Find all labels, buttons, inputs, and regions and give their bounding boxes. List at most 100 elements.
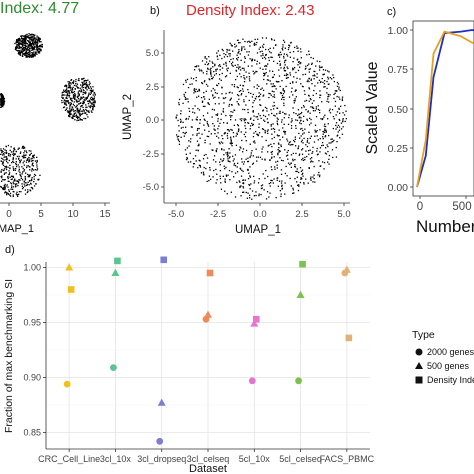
umap-point <box>203 92 205 94</box>
umap-point <box>23 180 25 182</box>
umap-point <box>303 183 305 185</box>
umap-point <box>249 194 251 196</box>
umap-point <box>25 154 27 156</box>
legend-entry: Density Index <box>427 375 474 385</box>
umap-point <box>31 43 33 45</box>
umap-point <box>0 148 2 150</box>
umap-point <box>317 105 319 107</box>
umap-point <box>203 166 205 169</box>
umap-point <box>312 110 315 112</box>
umap-point <box>37 36 39 38</box>
umap-point <box>265 139 267 142</box>
umap-point <box>26 151 28 154</box>
umap-point <box>27 191 29 193</box>
umap-point <box>93 96 96 98</box>
umap-point <box>271 133 273 135</box>
umap-point <box>71 91 73 93</box>
umap-point <box>308 124 311 126</box>
umap-point <box>31 35 33 37</box>
umap-point <box>11 162 13 164</box>
umap-point <box>218 103 220 105</box>
panel-c-x-tick-label: 0 <box>417 201 423 213</box>
umap-point <box>275 88 277 90</box>
umap-point <box>24 147 26 149</box>
umap-point <box>242 84 244 87</box>
umap-point <box>67 92 69 94</box>
umap-point <box>343 114 346 116</box>
umap-point <box>212 123 214 125</box>
umap-point <box>32 56 34 58</box>
umap-point <box>316 147 318 150</box>
umap-point <box>7 176 9 178</box>
panel-c-y-tick-label: 0.25 <box>388 143 409 155</box>
umap-point <box>264 159 266 161</box>
umap-point <box>29 42 32 44</box>
umap-point <box>236 58 238 60</box>
umap-point <box>243 161 245 163</box>
umap-point <box>200 97 203 99</box>
panel-c-y-tick-label: 1.00 <box>388 25 409 37</box>
umap-point <box>249 143 251 145</box>
umap-point <box>194 90 196 92</box>
umap-point <box>85 97 88 99</box>
umap-point <box>320 118 322 120</box>
umap-point <box>24 38 27 40</box>
umap-point <box>182 121 184 123</box>
umap-point <box>65 97 67 99</box>
umap-point <box>188 140 190 142</box>
umap-point <box>216 84 218 86</box>
umap-point <box>223 56 226 58</box>
umap-point <box>9 167 11 169</box>
umap-point <box>249 45 251 47</box>
umap-point <box>183 95 186 97</box>
umap-point <box>22 162 24 164</box>
umap-point <box>93 104 95 106</box>
umap-point <box>286 138 288 140</box>
umap-point <box>247 160 249 163</box>
umap-point <box>62 91 64 93</box>
umap-point <box>21 49 24 51</box>
umap-point <box>27 51 30 53</box>
umap-point <box>254 72 256 74</box>
panel-a: Index: 4.77 0 5 10 15 UMAP_1 <box>0 0 111 235</box>
umap-point <box>26 166 28 169</box>
umap-point <box>87 87 90 89</box>
umap-point <box>226 154 228 156</box>
umap-point <box>273 143 275 145</box>
umap-point <box>22 38 24 40</box>
umap-point <box>229 156 231 158</box>
umap-point <box>268 92 270 95</box>
umap-point <box>327 76 329 78</box>
umap-point <box>295 152 297 155</box>
umap-point <box>260 117 262 119</box>
umap-point <box>206 135 208 137</box>
umap-point <box>227 154 229 156</box>
umap-point <box>254 97 256 100</box>
umap-point <box>288 143 290 145</box>
umap-point <box>86 80 88 82</box>
umap-point <box>2 99 4 102</box>
umap-point <box>31 187 33 189</box>
umap-point <box>292 94 294 96</box>
umap-point <box>317 153 319 155</box>
umap-point <box>1 150 3 152</box>
umap-point <box>28 37 30 40</box>
umap-point <box>1 161 4 163</box>
umap-point <box>61 101 63 104</box>
umap-point <box>322 81 324 83</box>
umap-point <box>88 111 90 114</box>
umap-point <box>278 54 281 56</box>
umap-point <box>219 164 221 166</box>
umap-point <box>20 177 23 179</box>
umap-point <box>294 66 296 69</box>
umap-point <box>15 162 17 165</box>
umap-point <box>10 151 13 153</box>
umap-point <box>265 169 267 172</box>
umap-point <box>3 179 5 181</box>
panel-b: b) Density Index: 2.43 5.0 2.5 0.0 -2.5 … <box>122 2 351 236</box>
umap-point <box>257 156 259 158</box>
umap-point <box>261 148 263 150</box>
umap-point <box>78 102 80 105</box>
umap-point <box>31 177 33 179</box>
umap-point <box>301 139 303 141</box>
